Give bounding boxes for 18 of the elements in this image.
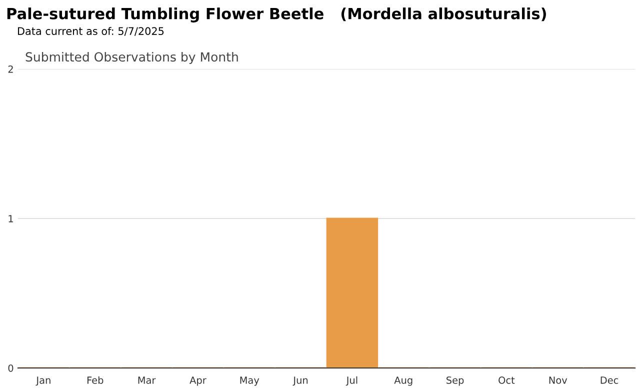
x-tick-label: Apr	[190, 376, 206, 386]
y-tick-label: 1	[8, 215, 13, 222]
chart-title: Pale-sutured Tumbling Flower Beetle (Mordella albosuturalis)	[7, 8, 546, 22]
text: Submitted Observations by Month	[26, 52, 238, 64]
x-tick-label: Aug	[394, 376, 412, 386]
x-tick-label: Sep	[446, 376, 464, 386]
x-tick-label: Jul	[346, 376, 358, 386]
x-tick-label: Jan	[36, 376, 50, 386]
chart-subtitle: Data current as of: 5/7/2025	[18, 26, 164, 36]
y-tick-label: 2	[8, 65, 13, 73]
x-tick-label: Mar	[138, 376, 156, 384]
x-tick-label: Oct	[498, 376, 515, 384]
x-tick-label: Feb	[87, 376, 104, 384]
y-tick-label: 0	[8, 364, 14, 372]
x-tick-label: Dec	[600, 376, 618, 384]
x-tick-label: May	[240, 376, 260, 386]
x-tick-label: Nov	[549, 376, 568, 384]
x-tick-label: Jun	[292, 376, 308, 386]
